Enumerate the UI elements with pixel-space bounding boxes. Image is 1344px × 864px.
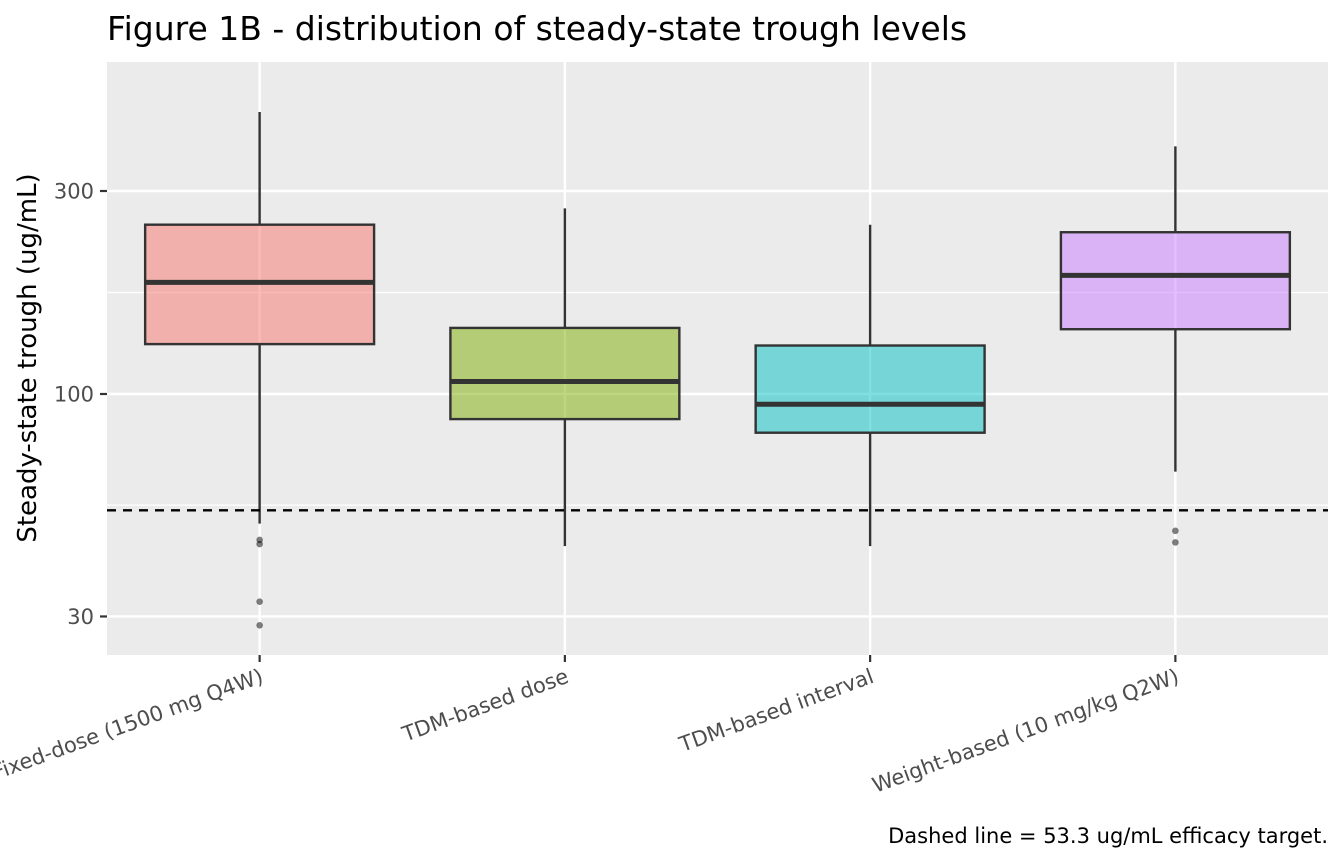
boxplot xyxy=(1059,146,1292,546)
x-tick-label: TDM-based interval xyxy=(675,664,877,757)
boxplot xyxy=(143,112,376,629)
y-axis: 30 100 300 xyxy=(54,180,107,629)
x-tick-label: Weight-based (10 mg/kg Q2W) xyxy=(869,664,1182,797)
x-tick-label: Fixed-dose (1500 mg Q4W) xyxy=(0,664,266,784)
y-tick-label: 30 xyxy=(67,605,94,629)
y-tick-label: 100 xyxy=(54,383,94,407)
y-tick-label: 300 xyxy=(54,180,94,204)
boxplot xyxy=(754,224,986,547)
outlier-point xyxy=(256,598,263,605)
outlier-point xyxy=(256,540,263,548)
plot-panel xyxy=(107,62,1328,655)
box-iqr xyxy=(449,326,681,421)
chart-title: Figure 1B - distribution of steady-state… xyxy=(107,9,967,48)
boxplots xyxy=(143,112,1292,629)
outlier-point xyxy=(256,621,263,629)
x-tick-label: TDM-based dose xyxy=(398,664,571,747)
box-iqr xyxy=(754,344,986,434)
x-axis: Fixed-dose (1500 mg Q4W) TDM-based dose TD… xyxy=(0,655,1182,798)
box-iqr xyxy=(1059,231,1292,331)
outlier-point xyxy=(1172,527,1179,535)
chart-caption: Dashed line = 53.3 ug/mL efficacy target… xyxy=(888,824,1328,848)
outlier-point xyxy=(1172,539,1179,546)
y-axis-label: Steady-state trough (ug/mL) xyxy=(13,173,43,542)
boxplot xyxy=(449,208,681,547)
